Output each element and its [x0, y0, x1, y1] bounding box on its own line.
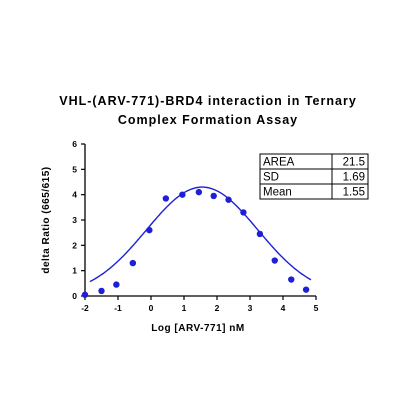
- stats-table-value: 1.69: [343, 172, 365, 184]
- stats-table-label: SD: [263, 172, 279, 184]
- data-point: [210, 192, 217, 200]
- data-point: [81, 291, 89, 298]
- x-tick-label: -1: [114, 303, 122, 313]
- stats-table-value: 21.5: [343, 157, 365, 169]
- data-point: [195, 188, 203, 196]
- stats-table: AREA 21.5 SD 1.69 Mean 1.55: [259, 153, 369, 200]
- x-tick-label: -2: [81, 303, 89, 313]
- x-tick-label: 5: [314, 303, 319, 313]
- y-axis-label: delta Ratio (665/615): [41, 166, 52, 273]
- data-point: [146, 226, 153, 234]
- data-point: [225, 196, 232, 203]
- y-tick-label: 0: [72, 291, 77, 301]
- fit-curve-layer: [89, 186, 312, 283]
- y-tick-label: 6: [72, 139, 77, 149]
- stats-table-border: [259, 153, 369, 200]
- data-point: [179, 191, 186, 198]
- x-axis-ticks: -2 -1 0 1 2 3 4 5: [81, 296, 319, 313]
- chart-title-line-2: Complex Formation Assay: [117, 113, 299, 127]
- data-point: [271, 257, 278, 264]
- data-point: [113, 281, 120, 288]
- data-points-layer: [81, 188, 310, 298]
- data-point: [98, 287, 105, 295]
- y-tick-label: 3: [72, 215, 77, 225]
- data-point: [129, 259, 137, 267]
- x-tick-label: 1: [182, 303, 187, 313]
- y-tick-label: 1: [72, 266, 77, 276]
- data-point: [302, 286, 310, 293]
- x-axis-label: Log [ARV-771] nM: [151, 323, 244, 334]
- x-tick-label: 0: [149, 303, 154, 313]
- y-axis-ticks: 0 1 2 3 4 5 6: [72, 139, 85, 301]
- x-tick-label: 2: [215, 303, 220, 313]
- data-point: [256, 230, 264, 238]
- stats-table-label: Mean: [263, 187, 292, 199]
- y-tick-label: 4: [72, 190, 77, 200]
- y-tick-label: 5: [72, 164, 77, 174]
- stats-table-value: 1.55: [343, 187, 365, 199]
- gaussian-fit-curve: [89, 186, 312, 283]
- data-point: [162, 195, 170, 202]
- x-tick-label: 4: [281, 303, 286, 313]
- stats-table-label: AREA: [263, 157, 295, 169]
- chart-title-line-1: VHL-(ARV-771)-BRD4 interaction in Ternar…: [59, 94, 357, 108]
- data-point: [240, 209, 247, 216]
- data-point: [288, 276, 295, 283]
- y-tick-label: 2: [72, 240, 77, 250]
- x-tick-label: 3: [248, 303, 253, 313]
